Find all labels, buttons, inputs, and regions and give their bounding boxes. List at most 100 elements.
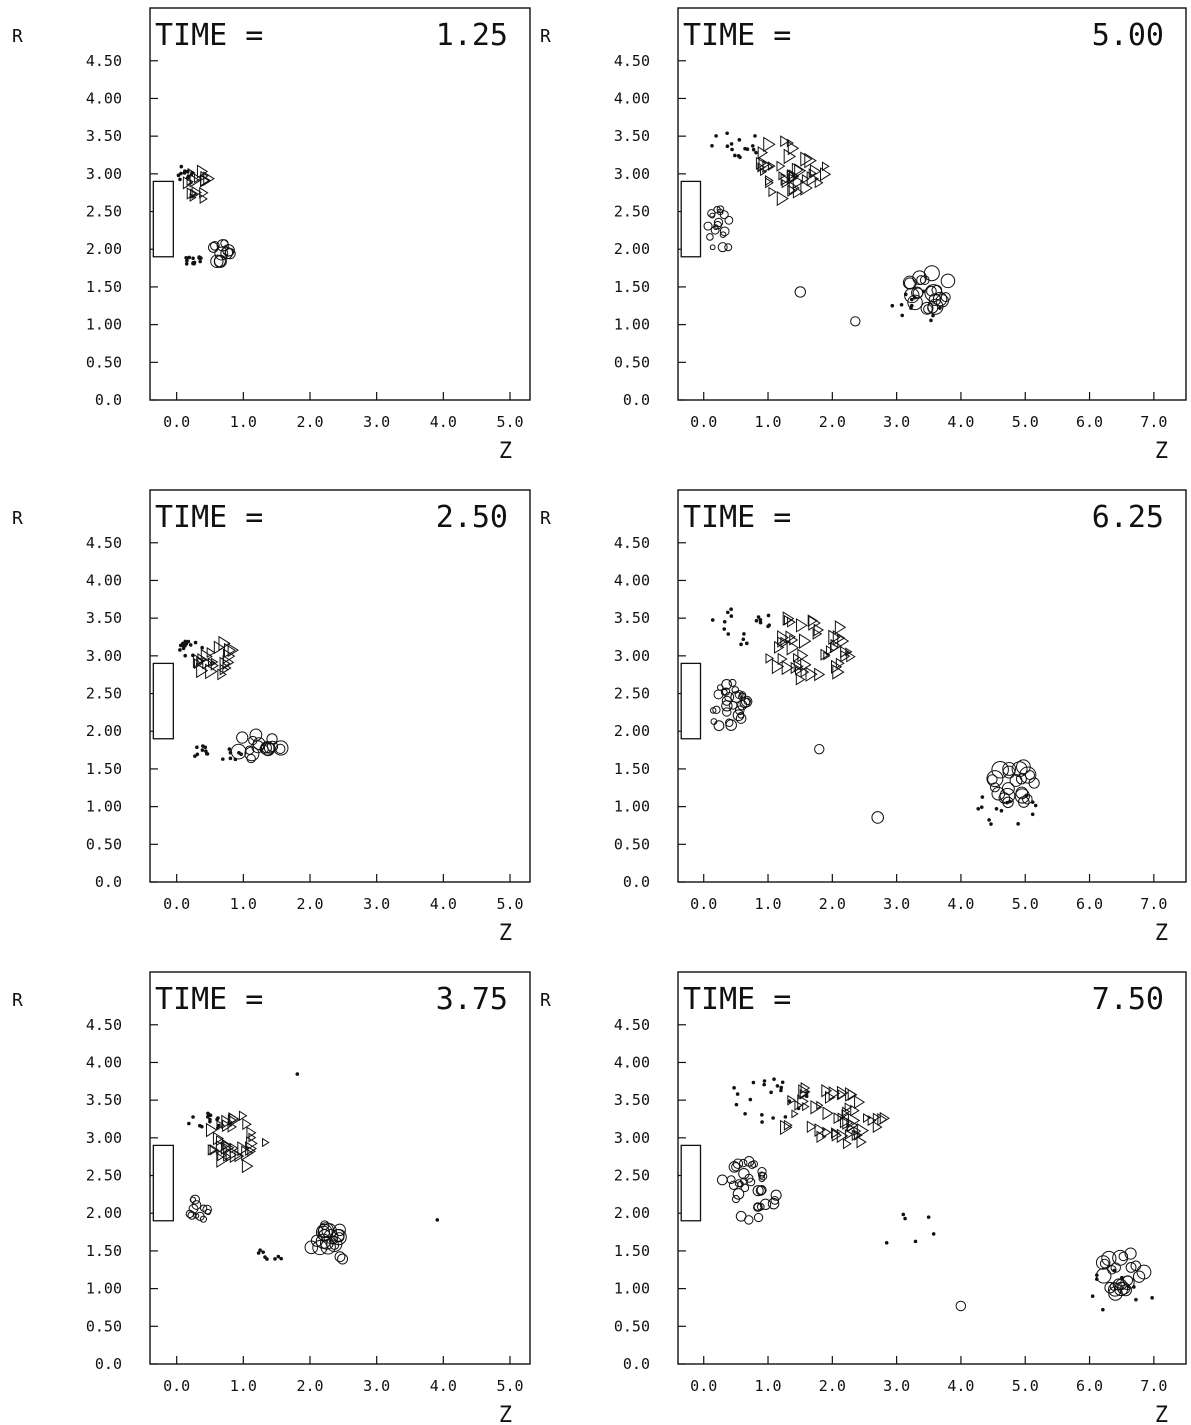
particle-circle [732, 709, 745, 722]
particle-dot [216, 1126, 220, 1130]
particle-dot [256, 1251, 261, 1255]
y-tick-label: 0.0 [95, 391, 122, 409]
particle-triangle [828, 629, 841, 646]
particle-dot [931, 1232, 936, 1236]
particle-triangle [822, 1106, 834, 1121]
particle-dot [725, 131, 729, 136]
particle-circle [753, 1212, 764, 1223]
particle-dot [227, 747, 232, 751]
particle-circle [710, 718, 718, 725]
particle-circle [1095, 1255, 1111, 1270]
particle-triangle [804, 152, 817, 169]
particle-triangle [210, 660, 219, 671]
particle-triangle [801, 174, 810, 184]
particle-triangle [778, 171, 786, 181]
particle-triangle [810, 1099, 823, 1115]
particle-triangle [821, 161, 830, 172]
x-tick-label: 1.0 [230, 895, 257, 913]
particle-dot [263, 1255, 267, 1259]
particle-circle [794, 286, 806, 298]
particle-triangle [846, 650, 856, 663]
x-axis-label: Z [499, 439, 512, 464]
particle-triangle [207, 1144, 217, 1156]
nozzle-outline [152, 180, 174, 258]
particle-circle [315, 1223, 333, 1241]
y-tick-label: 0.50 [86, 1317, 122, 1335]
y-tick-label: 1.50 [86, 760, 122, 778]
x-tick-label: 7.0 [1140, 413, 1167, 431]
chart-panel: TIME = 1.25 R Z 0.0 0.50 1.00 1.50 2.00 2.50 3.00 3… [12, 7, 531, 464]
particle-triangle [768, 186, 777, 198]
particle-triangle [767, 161, 776, 171]
particle-circle [224, 248, 236, 260]
particle-circle [770, 1189, 782, 1201]
particle-triangle [793, 660, 804, 673]
particle-triangle [816, 1130, 827, 1144]
particle-circle [1015, 773, 1027, 785]
particle-dot [750, 144, 755, 148]
particle-dot [743, 146, 747, 151]
particle-dot [1095, 1277, 1099, 1281]
particle-triangle [791, 1109, 799, 1119]
particle-triangle [800, 1082, 811, 1094]
particle-dot [760, 1120, 764, 1124]
particle-circle [713, 217, 724, 228]
particle-triangle [780, 135, 790, 148]
particle-triangle [822, 1126, 832, 1139]
particle-triangle [846, 1122, 854, 1132]
particle-circle [722, 707, 732, 717]
particle-triangle [780, 1119, 793, 1136]
particle-circle [216, 239, 229, 252]
particle-circle [719, 231, 727, 238]
x-tick-label: 3.0 [363, 413, 390, 431]
particle-dot [1030, 800, 1035, 804]
time-label: TIME = [155, 18, 263, 53]
x-tick-label: 3.0 [363, 1377, 390, 1395]
particle-dot [191, 653, 195, 658]
y-tick-label: 2.50 [86, 685, 122, 703]
particle-triangle [806, 171, 820, 187]
particle-triangle [832, 630, 846, 646]
particle-dot [751, 1080, 756, 1085]
particle-circle [850, 316, 861, 327]
particle-triangle [248, 1132, 257, 1143]
y-tick-label: 0.0 [95, 873, 122, 891]
particle-dot [804, 1094, 809, 1099]
particle-dot [980, 795, 985, 799]
particle-dot [183, 639, 188, 644]
particle-dot [748, 1097, 753, 1102]
particle-circle [713, 689, 724, 700]
particle-circle [1124, 1247, 1137, 1260]
particle-triangle [800, 666, 810, 678]
particle-triangle [190, 188, 199, 199]
y-tick-label: 0.0 [623, 873, 650, 891]
particle-circle [713, 720, 725, 732]
particle-dot [200, 748, 205, 752]
y-tick-label: 1.00 [86, 798, 122, 816]
x-tick-label: 5.0 [496, 413, 523, 431]
particle-circle [205, 1208, 212, 1216]
particle-triangle [825, 1090, 836, 1104]
y-tick-label: 4.00 [614, 89, 650, 107]
y-tick-label: 2.50 [614, 685, 650, 703]
particle-dot [179, 171, 183, 176]
x-axis-label: Z [1155, 439, 1168, 464]
particle-triangle [836, 1128, 849, 1144]
particle-dot [191, 256, 195, 261]
particle-circle [724, 243, 733, 252]
particle-triangle [802, 1101, 810, 1112]
x-tick-label: 6.0 [1076, 413, 1103, 431]
particle-circle [185, 1209, 195, 1219]
time-value: 2.50 [436, 500, 508, 535]
y-axis-label: R [540, 508, 551, 529]
x-tick-label: 3.0 [363, 895, 390, 913]
particle-dot [929, 318, 933, 323]
particle-dot [912, 295, 917, 300]
particle-dot [787, 1099, 792, 1103]
y-tick-label: 1.00 [86, 1280, 122, 1298]
particle-triangle [245, 1141, 258, 1156]
particle-dot [295, 1072, 300, 1076]
particle-circle [187, 1211, 197, 1220]
particle-circle [712, 705, 721, 714]
particle-triangle [776, 160, 786, 172]
